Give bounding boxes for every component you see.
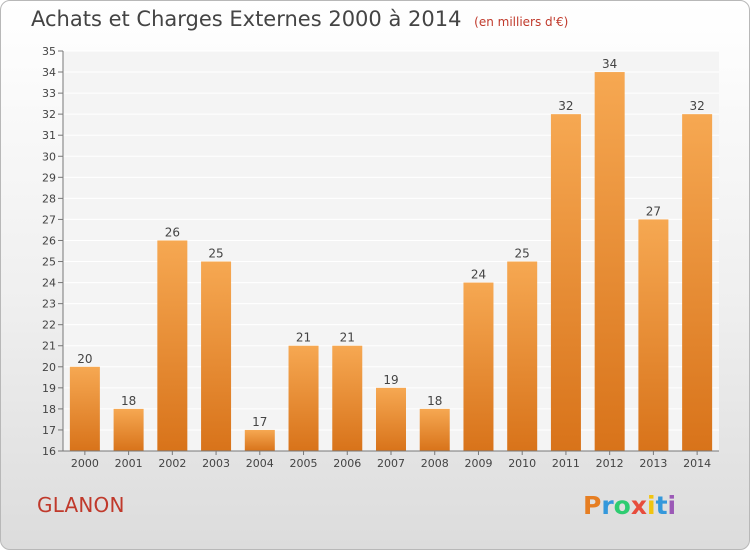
y-tick-label: 22 [42, 319, 56, 332]
bar-value-label: 20 [77, 352, 92, 366]
y-tick-label: 27 [42, 213, 56, 226]
logo-letter: r [601, 491, 614, 520]
y-tick-label: 29 [42, 171, 56, 184]
chart-subtitle: (en milliers d'€) [474, 15, 569, 29]
bar [201, 261, 232, 451]
x-tick-label: 2007 [377, 457, 405, 470]
bar-value-label: 21 [340, 331, 355, 345]
y-tick-label: 24 [42, 277, 56, 290]
bar-value-label: 19 [383, 373, 398, 387]
y-tick-label: 23 [42, 298, 56, 311]
bar [594, 72, 625, 451]
x-tick-label: 2014 [683, 457, 711, 470]
y-tick-label: 20 [42, 361, 56, 374]
x-tick-label: 2003 [202, 457, 230, 470]
x-tick-label: 2008 [421, 457, 449, 470]
bar [288, 345, 319, 451]
y-tick-label: 30 [42, 150, 56, 163]
bar-value-label: 25 [515, 247, 530, 261]
y-tick-label: 26 [42, 234, 56, 247]
bar [507, 261, 538, 451]
bar [244, 429, 275, 451]
logo-letter: P [583, 491, 602, 520]
y-tick-label: 17 [42, 424, 56, 437]
bar [463, 282, 494, 451]
commune-name: GLANON [37, 493, 125, 517]
logo-letter: t [655, 491, 668, 520]
x-tick-label: 2011 [552, 457, 580, 470]
logo-letter: x [630, 491, 647, 520]
x-tick-label: 2010 [508, 457, 536, 470]
proxiti-logo: Proxiti [583, 491, 676, 520]
x-tick-label: 2013 [639, 457, 667, 470]
bar-value-label: 32 [558, 99, 573, 113]
chart-title: Achats et Charges Externes 2000 à 2014 (… [31, 7, 568, 31]
x-tick-label: 2009 [464, 457, 492, 470]
y-tick-label: 28 [42, 192, 56, 205]
bar-value-label: 17 [252, 415, 267, 429]
logo-letter: i [647, 491, 656, 520]
bar-value-label: 21 [296, 331, 311, 345]
bar [332, 345, 363, 451]
y-tick-label: 32 [42, 108, 56, 121]
y-tick-label: 34 [42, 66, 56, 79]
x-tick-label: 2005 [290, 457, 318, 470]
x-tick-label: 2012 [596, 457, 624, 470]
bar-value-label: 32 [689, 99, 704, 113]
x-tick-label: 2002 [158, 457, 186, 470]
bar [682, 114, 713, 451]
logo-letter: i [667, 491, 677, 520]
bar-value-label: 18 [121, 394, 136, 408]
bar [419, 408, 450, 451]
bar [638, 219, 669, 451]
bar-value-label: 34 [602, 57, 617, 71]
bar [113, 408, 144, 451]
y-tick-label: 16 [42, 445, 56, 458]
y-tick-label: 25 [42, 256, 56, 269]
y-tick-label: 31 [42, 129, 56, 142]
bar [550, 114, 581, 451]
bar [69, 366, 100, 451]
x-tick-label: 2000 [71, 457, 99, 470]
bar [376, 387, 406, 451]
x-tick-label: 2001 [115, 457, 143, 470]
bar-value-label: 24 [471, 268, 486, 282]
x-tick-label: 2004 [246, 457, 274, 470]
y-tick-label: 33 [42, 87, 56, 100]
x-tick-label: 2006 [333, 457, 361, 470]
y-tick-label: 21 [42, 340, 56, 353]
bar-value-label: 25 [208, 247, 223, 261]
y-tick-label: 35 [42, 45, 56, 58]
bar-value-label: 26 [165, 225, 180, 239]
chart-title-text: Achats et Charges Externes 2000 à 2014 [31, 7, 462, 31]
bar-value-label: 18 [427, 394, 442, 408]
bar [157, 240, 188, 451]
bar-value-label: 27 [646, 204, 661, 218]
logo-letter: o [613, 491, 631, 520]
y-tick-label: 19 [42, 382, 56, 395]
y-tick-label: 18 [42, 403, 56, 416]
